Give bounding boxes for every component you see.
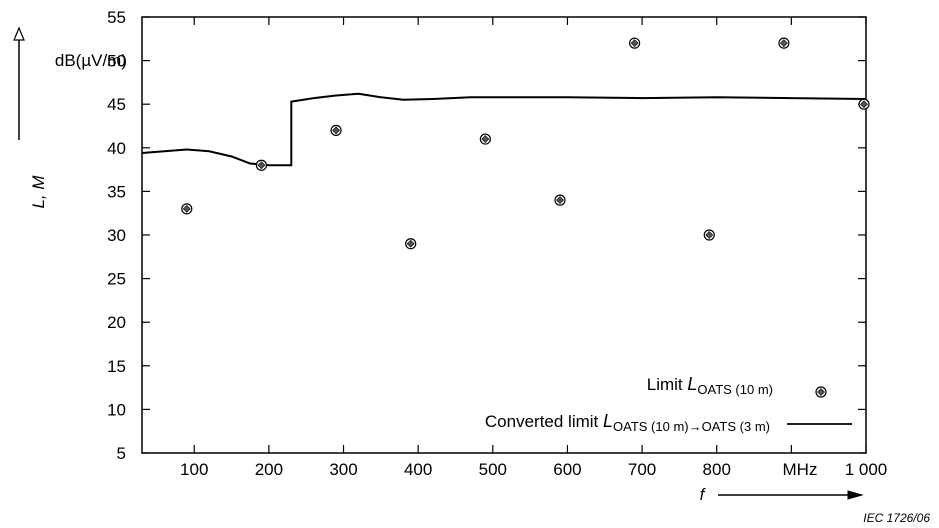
limit-point	[858, 98, 870, 110]
x-tick-label: 800	[703, 460, 731, 479]
y-tick-label: 25	[107, 270, 126, 289]
y-tick-label: 5	[117, 444, 126, 463]
y-axis-label: L, M	[29, 175, 48, 209]
limit-point	[181, 203, 193, 215]
y-tick-label: 30	[107, 226, 126, 245]
x-tick-label: 500	[479, 460, 507, 479]
legend-entry-limit: Limit LOATS (10 m)	[647, 374, 773, 397]
limit-point	[554, 194, 566, 206]
figure-code: IEC 1726/06	[863, 511, 930, 525]
converted-limit-polyline	[141, 92, 867, 167]
marker-diamond	[779, 39, 788, 48]
limit-point	[405, 238, 417, 250]
x-axis-label: f	[700, 485, 707, 504]
x-axis-unit: MHz	[783, 460, 818, 479]
marker-diamond	[257, 161, 266, 170]
x-tick-label: 400	[404, 460, 432, 479]
marker-diamond	[406, 239, 415, 248]
y-tick-label: 35	[107, 182, 126, 201]
limit-points	[181, 37, 870, 250]
marker-diamond	[332, 126, 340, 135]
x-axis-arrow-icon	[847, 490, 864, 500]
x-tick-label: 1 000	[845, 460, 888, 479]
y-tick-label: 15	[107, 357, 126, 376]
y-axis-ticks: 5 10 15 20 25 30 35 40 45 50 55	[107, 8, 866, 463]
y-tick-label: 10	[107, 400, 126, 419]
x-tick-label: 600	[553, 460, 581, 479]
legend-marker-diamond	[815, 386, 827, 398]
x-axis-ticks: 100 200 300 400 500 600 700 800 1 000	[180, 17, 887, 479]
y-tick-label: 55	[107, 8, 126, 27]
x-tick-label: 700	[628, 460, 656, 479]
limit-point	[330, 124, 342, 136]
legend-marker-diamond-icon	[815, 386, 827, 398]
marker-diamond	[182, 204, 191, 213]
x-tick-label: 200	[255, 460, 283, 479]
marker-diamond	[481, 135, 490, 144]
marker-diamond	[860, 100, 868, 109]
y-axis-unit: dB(µV/m)	[55, 51, 127, 70]
limit-point	[778, 37, 790, 49]
y-tick-label: 40	[107, 139, 126, 158]
limit-point	[703, 229, 715, 241]
limit-point	[255, 159, 268, 171]
x-tick-label: 300	[329, 460, 357, 479]
x-tick-label: 100	[180, 460, 208, 479]
y-tick-label: 50	[107, 52, 126, 71]
converted-limit-line	[141, 92, 867, 167]
y-tick-label: 45	[107, 95, 126, 114]
marker-diamond	[630, 39, 639, 48]
y-axis-arrow-icon	[13, 26, 25, 41]
marker-diamond	[705, 231, 714, 239]
marker-diamond	[556, 196, 564, 205]
y-tick-label: 20	[107, 313, 126, 332]
legend: Limit LOATS (10 m) Converted limit LOATS…	[485, 374, 852, 434]
limit-point	[629, 37, 641, 49]
limit-point	[479, 133, 491, 145]
legend-entry-converted: Converted limit LOATS (10 m)→OATS (3 m)	[485, 411, 770, 434]
marker-diamond	[817, 388, 825, 396]
